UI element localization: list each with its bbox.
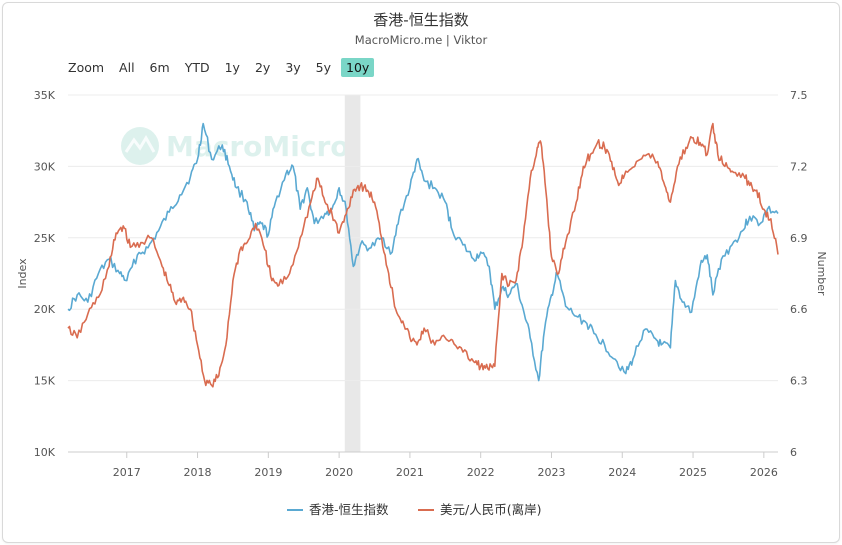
zoom-button-all[interactable]: All xyxy=(119,60,135,75)
x-tick-label: 2017 xyxy=(113,466,141,479)
y-left-tick: 30K xyxy=(34,160,56,173)
zoom-button-3y[interactable]: 3y xyxy=(285,60,301,75)
x-tick-label: 2022 xyxy=(467,466,495,479)
y-left-tick: 25K xyxy=(34,232,56,245)
zoom-button-6m[interactable]: 6m xyxy=(149,60,170,75)
y-right-tick: 7.2 xyxy=(790,160,808,173)
chart-subtitle: MacroMicro.me | Viktor xyxy=(354,33,488,47)
y-left-tick: 35K xyxy=(34,89,56,102)
y-left-tick: 15K xyxy=(34,375,56,388)
zoom-button-1y[interactable]: 1y xyxy=(224,60,240,75)
zoom-label: Zoom xyxy=(68,60,105,75)
y-left-tick: 20K xyxy=(34,303,56,316)
zoom-button-ytd[interactable]: YTD xyxy=(184,60,210,75)
y-left-axis-title: Index xyxy=(16,258,29,289)
legend-label-2: 美元/人民币(离岸) xyxy=(440,502,541,517)
zoom-button-10y[interactable]: 10y xyxy=(341,58,375,77)
x-tick-label: 2026 xyxy=(750,466,778,479)
watermark-text: MacroMicro xyxy=(166,130,350,163)
series-line-1 xyxy=(67,122,779,382)
y-right-tick: 6 xyxy=(790,446,797,459)
y-right-tick: 7.5 xyxy=(790,89,808,102)
x-tick-label: 2018 xyxy=(184,466,212,479)
legend-label-1: 香港-恒生指数 xyxy=(309,502,389,517)
x-tick-label: 2024 xyxy=(608,466,636,479)
y-left-tick: 10K xyxy=(34,446,56,459)
x-tick-label: 2023 xyxy=(537,466,565,479)
range-selector: Zoom All 6m YTD 1y 2y 3y 5y 10y xyxy=(68,58,379,77)
shaded-period xyxy=(344,95,361,452)
x-tick-label: 2025 xyxy=(679,466,707,479)
y-right-tick: 6.9 xyxy=(790,232,808,245)
x-tick-label: 2021 xyxy=(396,466,424,479)
x-tick-label: 2020 xyxy=(325,466,353,479)
y-right-tick: 6.6 xyxy=(790,303,808,316)
watermark-logo-mark xyxy=(124,135,156,153)
zoom-button-2y[interactable]: 2y xyxy=(254,60,271,75)
y-right-axis-title: Number xyxy=(815,251,828,296)
chart-title: 香港-恒生指数 xyxy=(373,11,469,29)
series-line-2 xyxy=(67,122,779,388)
zoom-button-5y[interactable]: 5y xyxy=(315,60,332,75)
y-right-tick: 6.3 xyxy=(790,375,808,388)
x-tick-label: 2019 xyxy=(254,466,282,479)
